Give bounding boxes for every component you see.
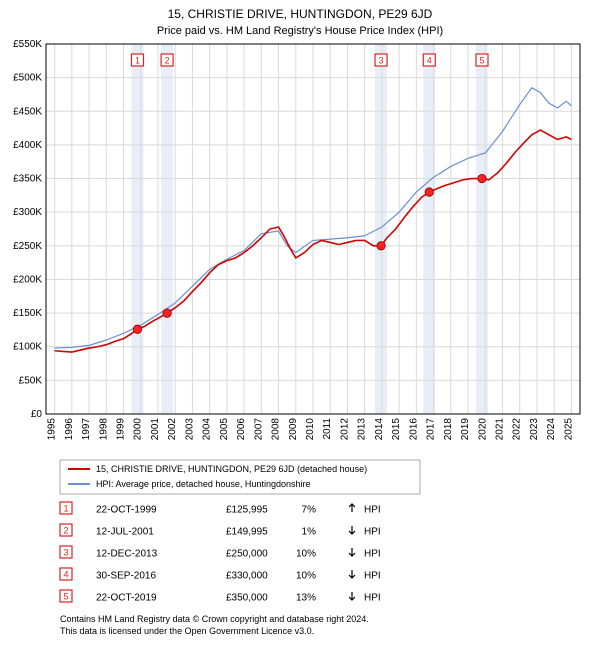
x-tick-label: 2009 [288, 418, 299, 441]
x-tick-label: 2007 [253, 418, 264, 441]
x-tick-label: 2012 [339, 418, 350, 441]
event-marker-number: 5 [479, 56, 484, 66]
table-hpi: HPI [364, 505, 381, 516]
y-tick-label: £250K [13, 241, 42, 252]
table-price: £125,995 [226, 505, 268, 516]
y-tick-label: £100K [13, 342, 42, 353]
table-price: £350,000 [226, 593, 268, 604]
x-tick-label: 2017 [426, 418, 437, 441]
x-tick-label: 2020 [477, 418, 488, 441]
x-tick-label: 2021 [494, 418, 505, 441]
event-marker-number: 2 [165, 56, 170, 66]
x-tick-label: 1995 [47, 418, 58, 441]
table-marker-number: 2 [63, 526, 68, 536]
y-tick-label: £500K [13, 73, 42, 84]
table-pct: 13% [296, 593, 316, 604]
table-price: £250,000 [226, 549, 268, 560]
y-tick-label: £50K [19, 375, 43, 386]
y-tick-label: £0 [31, 409, 43, 420]
x-tick-label: 1998 [98, 418, 109, 441]
event-band [161, 44, 173, 414]
event-marker-number: 3 [379, 56, 384, 66]
sale-marker-dot [377, 242, 385, 250]
legend-label-blue: HPI: Average price, detached house, Hunt… [96, 479, 310, 489]
table-date: 12-DEC-2013 [96, 549, 158, 560]
x-tick-label: 2011 [322, 418, 333, 440]
x-tick-label: 2014 [374, 418, 385, 441]
sale-marker-dot [133, 325, 141, 333]
table-date: 22-OCT-2019 [96, 593, 157, 604]
table-marker-number: 3 [63, 548, 68, 558]
x-tick-label: 1999 [116, 418, 127, 441]
sale-marker-dot [478, 174, 486, 182]
x-tick-label: 1997 [81, 418, 92, 441]
event-marker-number: 1 [135, 56, 140, 66]
footnote-line: This data is licensed under the Open Gov… [60, 626, 314, 636]
x-tick-label: 2003 [184, 418, 195, 441]
footnote-line: Contains HM Land Registry data © Crown c… [60, 614, 369, 624]
x-tick-label: 2010 [305, 418, 316, 441]
x-tick-label: 2013 [357, 418, 368, 441]
table-date: 22-OCT-1999 [96, 505, 157, 516]
y-tick-label: £450K [13, 106, 42, 117]
x-tick-label: 2023 [529, 418, 540, 441]
sale-marker-dot [425, 188, 433, 196]
legend-label-red: 15, CHRISTIE DRIVE, HUNTINGDON, PE29 6JD… [96, 464, 367, 474]
x-tick-label: 2008 [271, 418, 282, 441]
x-tick-label: 2006 [236, 418, 247, 441]
x-tick-label: 2001 [150, 418, 161, 441]
event-band [131, 44, 143, 414]
x-tick-label: 2024 [546, 418, 557, 441]
x-tick-label: 2005 [219, 418, 230, 441]
y-tick-label: £300K [13, 207, 42, 218]
table-date: 30-SEP-2016 [96, 571, 156, 582]
table-marker-number: 5 [63, 592, 68, 602]
table-price: £330,000 [226, 571, 268, 582]
title-line-2: Price paid vs. HM Land Registry's House … [157, 25, 443, 37]
event-band [476, 44, 488, 414]
x-tick-label: 2019 [460, 418, 471, 441]
event-marker-number: 4 [427, 56, 432, 66]
table-hpi: HPI [364, 593, 381, 604]
x-tick-label: 1996 [64, 418, 75, 441]
title-line-1: 15, CHRISTIE DRIVE, HUNTINGDON, PE29 6JD [168, 7, 433, 21]
table-hpi: HPI [364, 527, 381, 538]
x-tick-label: 2000 [133, 418, 144, 441]
table-hpi: HPI [364, 571, 381, 582]
table-pct: 7% [302, 505, 317, 516]
table-pct: 1% [302, 527, 317, 538]
x-tick-label: 2004 [202, 418, 213, 441]
y-tick-label: £200K [13, 274, 42, 285]
x-tick-label: 2002 [167, 418, 178, 441]
x-tick-label: 2016 [408, 418, 419, 441]
x-tick-label: 2015 [391, 418, 402, 441]
table-date: 12-JUL-2001 [96, 527, 154, 538]
y-tick-label: £150K [13, 308, 42, 319]
table-price: £149,995 [226, 527, 268, 538]
table-marker-number: 1 [63, 504, 68, 514]
table-pct: 10% [296, 571, 316, 582]
y-tick-label: £350K [13, 174, 42, 185]
x-tick-label: 2018 [443, 418, 454, 441]
y-tick-label: £550K [13, 39, 42, 50]
sale-marker-dot [163, 309, 171, 317]
x-tick-label: 2022 [512, 418, 523, 441]
table-pct: 10% [296, 549, 316, 560]
table-marker-number: 4 [63, 570, 68, 580]
x-tick-label: 2025 [563, 418, 574, 441]
table-hpi: HPI [364, 549, 381, 560]
y-tick-label: £400K [13, 140, 42, 151]
